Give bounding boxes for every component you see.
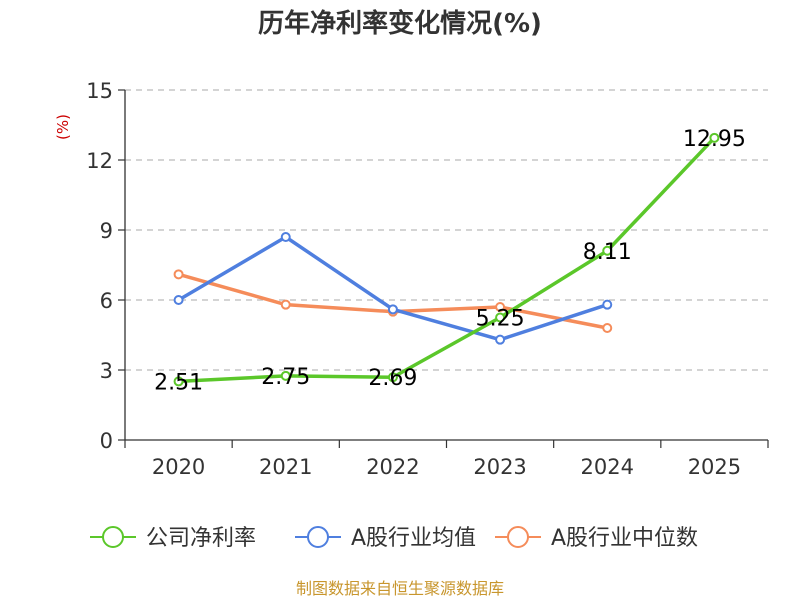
data-label: 5.25 — [476, 307, 525, 332]
x-tick-label: 2020 — [152, 455, 205, 479]
y-tick-label: 3 — [100, 359, 113, 383]
x-tick-label: 2021 — [259, 455, 312, 479]
series-point-0 — [173, 376, 184, 387]
legend: 公司净利率 A股行业均值 A股行业中位数 — [90, 526, 698, 551]
series-point-1 — [280, 232, 291, 242]
y-tick-label: 9 — [100, 219, 113, 243]
series-point-0 — [495, 312, 506, 323]
data-label: 8.11 — [583, 240, 632, 265]
series-point-0 — [709, 132, 720, 143]
x-tick-label: 2024 — [581, 455, 634, 479]
series-line-0 — [178, 136, 716, 384]
source-note: 制图数据来自恒生聚源数据库 — [296, 579, 504, 598]
series-layer — [173, 132, 720, 387]
chart-title: 历年净利率变化情况(%) — [258, 8, 542, 39]
series-point-2 — [280, 299, 291, 310]
series-point-2 — [495, 302, 506, 312]
series-point-0 — [387, 372, 398, 383]
series-point-2 — [602, 323, 613, 333]
x-tick-label: 2023 — [473, 455, 526, 479]
legend-label: A股行业均值 — [351, 526, 476, 551]
grid-lines — [125, 89, 768, 371]
legend-swatch-marker — [307, 526, 329, 548]
x-tick-label: 2025 — [688, 455, 741, 479]
data-label: 2.75 — [261, 365, 310, 390]
legend-label: 公司净利率 — [146, 526, 256, 551]
series-point-1 — [387, 304, 398, 315]
data-label: 2.69 — [368, 366, 417, 391]
y-tick-label: 0 — [100, 429, 113, 453]
data-label: 2.51 — [154, 370, 203, 395]
series-point-1 — [602, 299, 613, 310]
series-point-0 — [602, 245, 613, 256]
legend-swatch-marker — [102, 526, 124, 548]
legend-swatch-marker — [507, 526, 529, 548]
series-line-1 — [177, 235, 608, 342]
y-tick-label: 6 — [100, 289, 113, 313]
series-point-1 — [173, 295, 184, 305]
y-axis-unit-label: (%) — [54, 114, 72, 140]
y-tick-label: 15 — [86, 79, 113, 103]
legend-label: A股行业中位数 — [551, 526, 698, 551]
series-point-1 — [495, 334, 506, 345]
data-label: 12.95 — [683, 127, 746, 152]
series-point-0 — [280, 370, 291, 381]
axes: 0 3 6 9 12 15 2020 2021 2022 2023 2024 2025 — [86, 79, 769, 479]
y-tick-label: 12 — [86, 149, 113, 173]
series-line-2 — [178, 272, 608, 330]
data-labels: 2.51 2.75 2.69 5.25 8.11 12.95 — [154, 127, 746, 396]
series-point-2 — [173, 269, 184, 280]
x-tick-label: 2022 — [366, 455, 419, 479]
